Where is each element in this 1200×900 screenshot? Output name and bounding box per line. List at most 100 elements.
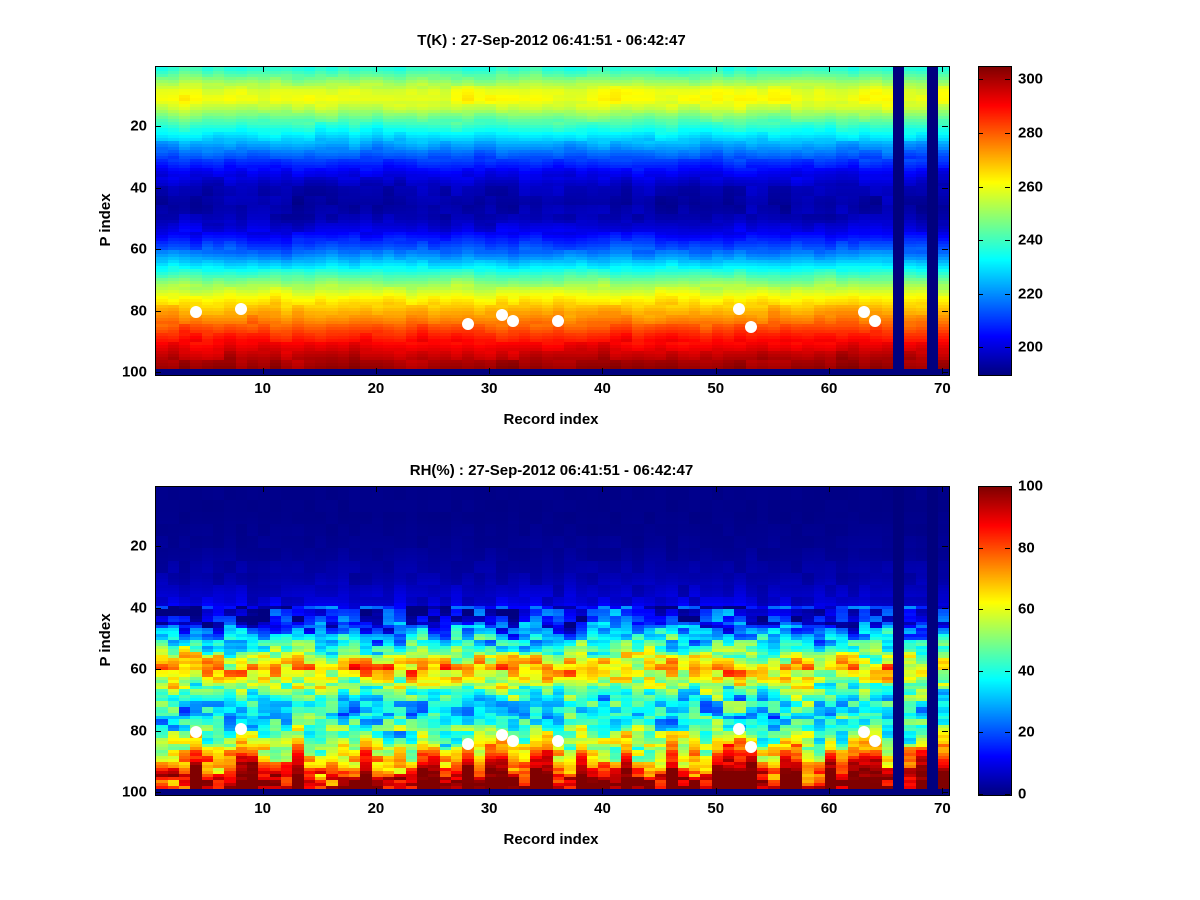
x-tick-mark bbox=[942, 368, 944, 374]
colorbar-tick-mark bbox=[1005, 186, 1010, 188]
humidity-axes bbox=[155, 486, 950, 796]
x-tick-mark bbox=[829, 368, 831, 374]
x-tick-label: 10 bbox=[254, 380, 271, 397]
y-tick-mark bbox=[155, 249, 161, 251]
y-tick-mark bbox=[942, 730, 948, 732]
temperature-colorbar bbox=[978, 66, 1012, 376]
temperature-plot-title: T(K) : 27-Sep-2012 06:41:51 - 06:42:47 bbox=[417, 32, 686, 49]
x-tick-mark bbox=[602, 788, 604, 794]
colorbar-tick-mark bbox=[978, 132, 983, 134]
y-tick-mark bbox=[942, 187, 948, 189]
x-tick-mark bbox=[262, 486, 264, 492]
y-tick-mark bbox=[155, 546, 161, 548]
colorbar-tick-mark bbox=[1005, 132, 1010, 134]
x-tick-mark bbox=[829, 66, 831, 72]
x-tick-mark bbox=[262, 368, 264, 374]
colorbar-tick-mark bbox=[1005, 347, 1010, 349]
y-tick-label: 80 bbox=[130, 722, 147, 740]
x-tick-label: 60 bbox=[820, 800, 838, 817]
y-tick-mark bbox=[942, 372, 948, 374]
colorbar-tick-mark bbox=[978, 293, 983, 295]
y-tick-label: 60 bbox=[130, 660, 147, 678]
x-tick-mark bbox=[489, 788, 491, 794]
colorbar-tick-mark bbox=[978, 609, 983, 611]
colorbar-tick-mark bbox=[978, 347, 983, 349]
x-tick-label: 10 bbox=[254, 800, 271, 817]
y-tick-mark bbox=[942, 126, 948, 128]
y-tick-mark bbox=[155, 187, 161, 189]
x-tick-mark bbox=[375, 66, 377, 72]
x-tick-mark bbox=[829, 486, 831, 492]
colorbar-tick-mark bbox=[1005, 794, 1010, 795]
colorbar-tick-label: 220 bbox=[1018, 285, 1044, 303]
humidity-xlabel: Record index bbox=[503, 831, 599, 848]
x-tick-mark bbox=[375, 368, 377, 374]
humidity-heatmap bbox=[156, 487, 949, 795]
colorbar-tick-label: 280 bbox=[1018, 124, 1044, 142]
colorbar-tick-mark bbox=[1005, 240, 1010, 242]
humidity-plot-title: RH(%) : 27-Sep-2012 06:41:51 - 06:42:47 bbox=[409, 462, 694, 479]
humidity-colorbar-gradient bbox=[979, 487, 1011, 795]
colorbar-tick-label: 260 bbox=[1018, 178, 1044, 196]
y-tick-mark bbox=[155, 669, 161, 671]
y-tick-label: 60 bbox=[130, 240, 147, 258]
x-tick-mark bbox=[715, 368, 717, 374]
x-tick-mark bbox=[602, 368, 604, 374]
y-tick-label: 40 bbox=[130, 179, 147, 197]
colorbar-tick-label: 100 bbox=[1018, 477, 1044, 495]
y-tick-label: 80 bbox=[130, 302, 147, 320]
y-tick-mark bbox=[942, 310, 948, 312]
colorbar-tick-mark bbox=[1005, 609, 1010, 611]
colorbar-tick-mark bbox=[978, 486, 983, 487]
y-tick-mark bbox=[942, 546, 948, 548]
x-tick-label: 20 bbox=[367, 380, 385, 397]
x-tick-mark bbox=[489, 66, 491, 72]
y-tick-mark bbox=[942, 792, 948, 794]
x-tick-label: 40 bbox=[594, 800, 611, 817]
x-tick-mark bbox=[262, 788, 264, 794]
y-tick-mark bbox=[155, 607, 161, 609]
colorbar-tick-mark bbox=[978, 186, 983, 188]
colorbar-tick-label: 20 bbox=[1018, 723, 1035, 741]
colorbar-tick-label: 40 bbox=[1018, 662, 1035, 680]
temperature-axes bbox=[155, 66, 950, 376]
x-tick-label: 40 bbox=[594, 380, 611, 397]
temperature-xlabel: Record index bbox=[503, 411, 599, 428]
y-tick-label: 40 bbox=[130, 599, 147, 617]
x-tick-mark bbox=[715, 486, 717, 492]
x-tick-mark bbox=[489, 486, 491, 492]
humidity-panel: RH(%) : 27-Sep-2012 06:41:51 - 06:42:47 … bbox=[0, 430, 1200, 900]
colorbar-tick-label: 240 bbox=[1018, 231, 1044, 249]
y-tick-mark bbox=[155, 126, 161, 128]
x-tick-mark bbox=[829, 788, 831, 794]
colorbar-tick-label: 300 bbox=[1018, 70, 1044, 88]
x-tick-label: 70 bbox=[933, 380, 951, 397]
colorbar-tick-mark bbox=[978, 79, 983, 81]
colorbar-tick-mark bbox=[1005, 670, 1010, 672]
x-tick-label: 60 bbox=[820, 380, 838, 397]
colorbar-tick-mark bbox=[1005, 732, 1010, 734]
temperature-heatmap bbox=[156, 67, 949, 375]
x-tick-mark bbox=[375, 486, 377, 492]
x-tick-label: 50 bbox=[707, 800, 725, 817]
humidity-colorbar bbox=[978, 486, 1012, 796]
y-tick-mark bbox=[155, 372, 161, 374]
colorbar-tick-label: 200 bbox=[1018, 338, 1044, 356]
colorbar-tick-mark bbox=[978, 240, 983, 242]
x-tick-mark bbox=[602, 66, 604, 72]
temperature-ylabel: P index bbox=[97, 193, 114, 247]
colorbar-tick-label: 60 bbox=[1018, 600, 1035, 618]
colorbar-tick-mark bbox=[978, 794, 983, 795]
y-tick-mark bbox=[942, 249, 948, 251]
x-tick-mark bbox=[942, 66, 944, 72]
temperature-colorbar-gradient bbox=[979, 67, 1011, 375]
colorbar-tick-label: 0 bbox=[1018, 785, 1027, 803]
colorbar-tick-mark bbox=[1005, 79, 1010, 81]
x-tick-mark bbox=[715, 66, 717, 72]
x-tick-mark bbox=[602, 486, 604, 492]
colorbar-tick-mark bbox=[1005, 293, 1010, 295]
x-tick-mark bbox=[715, 788, 717, 794]
x-tick-label: 30 bbox=[480, 800, 498, 817]
x-tick-mark bbox=[942, 788, 944, 794]
